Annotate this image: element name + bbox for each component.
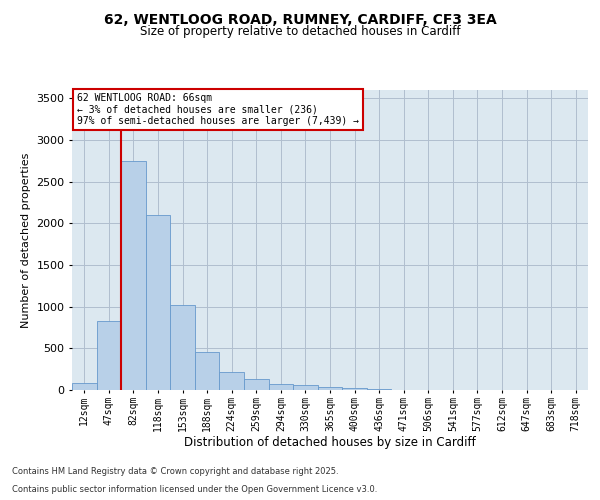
Text: Contains HM Land Registry data © Crown copyright and database right 2025.: Contains HM Land Registry data © Crown c… [12, 467, 338, 476]
X-axis label: Distribution of detached houses by size in Cardiff: Distribution of detached houses by size … [184, 436, 476, 450]
Text: Contains public sector information licensed under the Open Government Licence v3: Contains public sector information licen… [12, 485, 377, 494]
Bar [367, 389, 391, 390]
Bar [269, 384, 293, 390]
Y-axis label: Number of detached properties: Number of detached properties [20, 152, 31, 328]
Bar [146, 215, 170, 390]
Text: Size of property relative to detached houses in Cardiff: Size of property relative to detached ho… [140, 25, 460, 38]
Bar [170, 305, 195, 390]
Bar [342, 388, 367, 390]
Text: 62, WENTLOOG ROAD, RUMNEY, CARDIFF, CF3 3EA: 62, WENTLOOG ROAD, RUMNEY, CARDIFF, CF3 … [104, 12, 496, 26]
Bar [97, 321, 121, 390]
Bar [220, 372, 244, 390]
Text: 62 WENTLOOG ROAD: 66sqm
← 3% of detached houses are smaller (236)
97% of semi-de: 62 WENTLOOG ROAD: 66sqm ← 3% of detached… [77, 93, 359, 126]
Bar [195, 352, 220, 390]
Bar [244, 379, 269, 390]
Bar [318, 387, 342, 390]
Bar [72, 384, 97, 390]
Bar [293, 386, 318, 390]
Bar [121, 161, 146, 390]
